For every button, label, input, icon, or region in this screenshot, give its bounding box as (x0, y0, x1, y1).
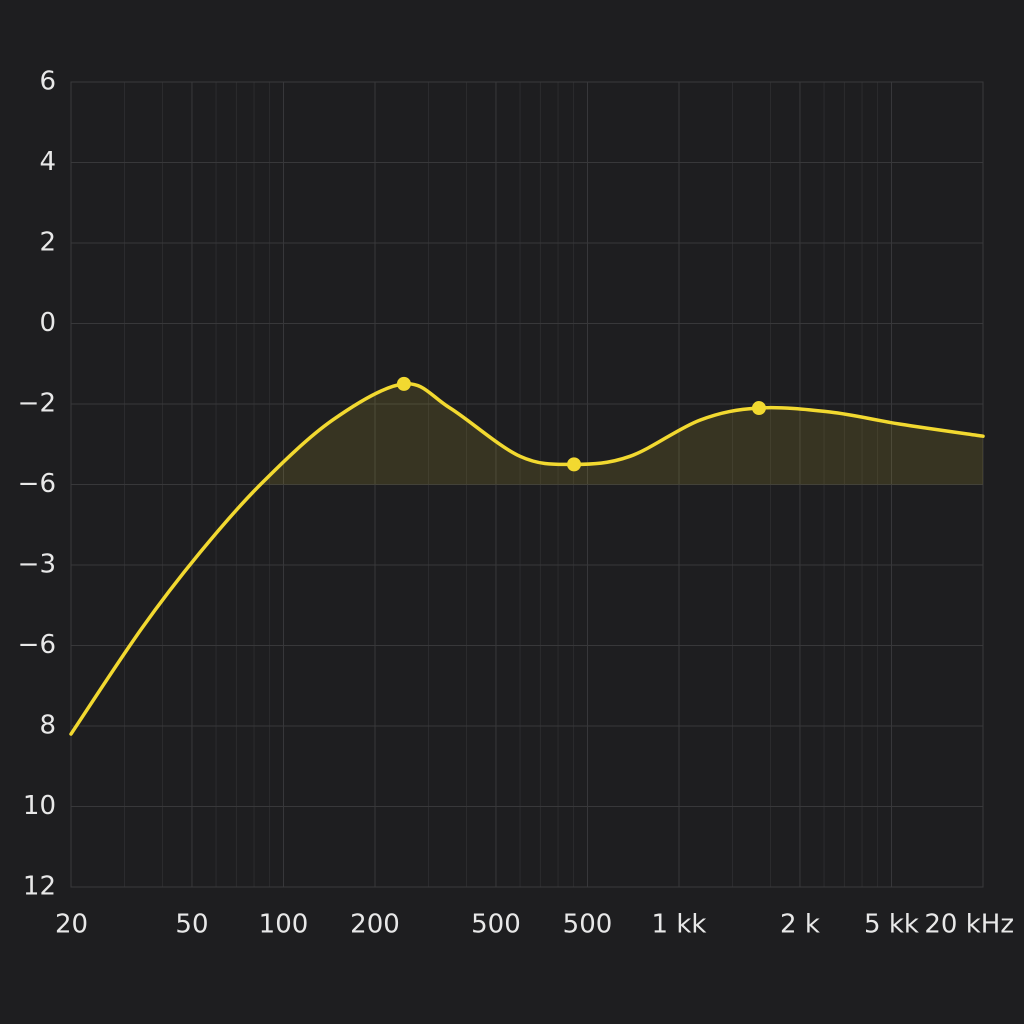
x-tick-label: 1 kk (652, 910, 707, 940)
eq-band-handle (567, 457, 582, 472)
plot-frame (70, 81, 984, 888)
eq-band-handle (396, 376, 411, 391)
y-tick-label: 12 (23, 872, 56, 902)
y-tick-label: 8 (39, 711, 56, 741)
y-tick-label: 4 (39, 147, 56, 177)
y-tick-label: 10 (23, 791, 56, 821)
x-tick-label: 20 kHz (924, 910, 1014, 940)
eq-band-handle (751, 401, 766, 416)
y-tick-label: 6 (39, 67, 56, 97)
y-tick-label: −6 (18, 469, 56, 499)
x-tick-label: 5 kk (864, 910, 919, 940)
x-tick-label: 200 (350, 910, 400, 940)
y-tick-label: −2 (18, 389, 56, 419)
x-tick-label: 20 (55, 910, 88, 940)
x-tick-label: 100 (259, 910, 309, 940)
y-tick-label: −6 (18, 630, 56, 660)
x-tick-label: 50 (175, 910, 208, 940)
eq-curve (69, 382, 985, 736)
y-tick-label: 2 (39, 228, 56, 258)
x-tick-label: 500 (563, 910, 613, 940)
y-tick-label: −3 (18, 550, 56, 580)
x-tick-label: 2 k (780, 910, 820, 940)
x-tick-label: 500 (471, 910, 521, 940)
y-tick-label: 0 (39, 308, 56, 338)
